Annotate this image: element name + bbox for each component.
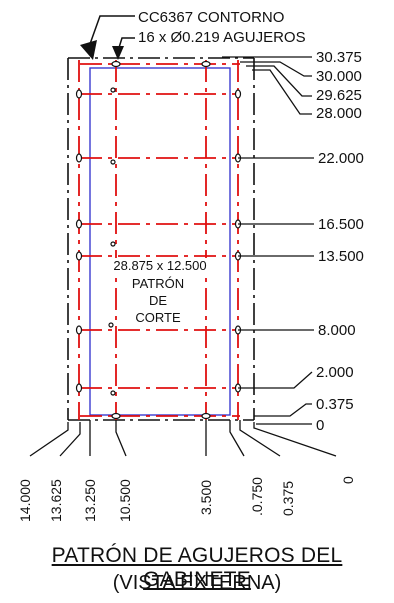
- mounting-holes: [75, 60, 242, 420]
- dim-28-000: 28.000: [316, 105, 362, 122]
- cut-pattern-line2: DE: [149, 293, 167, 308]
- hole: [201, 60, 211, 68]
- dim-2-000: 2.000: [316, 364, 354, 381]
- dim-0: 0: [316, 417, 324, 434]
- drawing-title: PATRÓN DE AGUJEROS DEL GABINETE: [51, 544, 343, 591]
- hole: [75, 89, 83, 99]
- hole: [201, 412, 211, 420]
- hole: [75, 153, 83, 163]
- dim-8-000: 8.000: [318, 322, 356, 339]
- dim-22-000: 22.000: [318, 150, 364, 167]
- hole: [75, 219, 83, 229]
- dim-0-375-h: 0.375: [280, 481, 296, 516]
- dim-16-500: 16.500: [318, 216, 364, 233]
- dim-0-h: 0: [340, 476, 356, 484]
- hole: [75, 325, 83, 335]
- centerlines: [78, 60, 240, 420]
- cut-pattern-label: 28.875 x 12.500 PATRÓN DE CORTE: [112, 258, 208, 326]
- contour-callout: CC6367 CONTORNO: [138, 9, 284, 26]
- dim-30-000: 30.000: [316, 68, 362, 85]
- vertical-dimension-labels: 30.375 30.000 29.625 28.000 22.000 16.50…: [316, 49, 364, 434]
- dim-0-750: .0.750: [249, 477, 265, 516]
- holes-callout: 16 x Ø0.219 AGUJEROS: [138, 29, 306, 46]
- dim-10-500: 10.500: [117, 479, 133, 522]
- cut-pattern-line1: PATRÓN: [132, 276, 184, 291]
- horizontal-dimension-leaders: [29, 420, 337, 457]
- hole: [234, 89, 242, 99]
- hole: [75, 251, 83, 261]
- dim-13-250: 13.250: [82, 479, 98, 522]
- cut-pattern-rectangle: [89, 67, 231, 416]
- dim-14-000: 14.000: [17, 479, 33, 522]
- hole: [75, 383, 83, 393]
- dim-0-375: 0.375: [316, 396, 354, 413]
- hole: [111, 60, 121, 68]
- dim-13-500: 13.500: [318, 248, 364, 265]
- dim-29-625: 29.625: [316, 87, 362, 104]
- horizontal-dimension-labels: 14.000 13.625 13.250 10.500 3.500 .0.750…: [17, 476, 356, 522]
- enclosure-outline: [67, 57, 255, 421]
- callout-leaders: [89, 15, 135, 55]
- hole: [111, 412, 121, 420]
- dim-13-625: 13.625: [48, 479, 64, 522]
- dim-3-500: 3.500: [198, 480, 214, 515]
- drawing-subtitle: (VISTA EXTERNA): [112, 572, 282, 594]
- dim-30-375: 30.375: [316, 49, 362, 66]
- cut-pattern-line3: CORTE: [135, 310, 181, 325]
- cut-pattern-size: 28.875 x 12.500: [113, 258, 206, 273]
- vertical-dimension-leaders: [222, 56, 314, 425]
- arrowheads: [80, 40, 124, 60]
